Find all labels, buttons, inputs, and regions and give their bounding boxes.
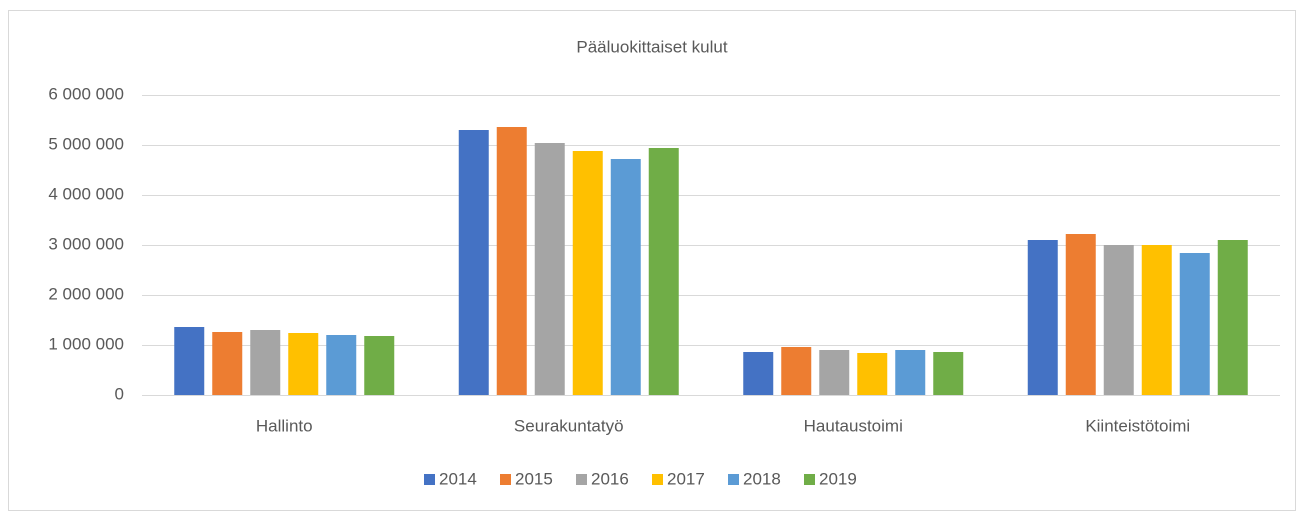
- bar: [572, 151, 603, 395]
- legend-swatch: [728, 474, 739, 485]
- bar: [212, 332, 243, 395]
- bar: [364, 336, 395, 395]
- x-tick-label: Seurakuntatyö: [514, 416, 624, 435]
- x-tick-label: Hallinto: [256, 416, 313, 435]
- bar: [326, 335, 357, 395]
- bar: [1065, 234, 1096, 395]
- bar: [174, 327, 205, 395]
- bar: [458, 130, 489, 395]
- legend-label: 2018: [743, 469, 781, 488]
- legend-swatch: [804, 474, 815, 485]
- bar: [933, 352, 964, 395]
- legend-label: 2014: [439, 469, 477, 488]
- legend-swatch: [576, 474, 587, 485]
- legend-swatch: [424, 474, 435, 485]
- bar: [819, 350, 850, 395]
- bar: [1141, 245, 1172, 395]
- bar: [288, 333, 319, 395]
- legend-swatch: [500, 474, 511, 485]
- y-tick-label: 2 000 000: [48, 284, 124, 303]
- legend-label: 2017: [667, 469, 705, 488]
- legend-label: 2016: [591, 469, 629, 488]
- legend-label: 2019: [819, 469, 857, 488]
- bar: [610, 159, 641, 395]
- bar: [1179, 253, 1210, 395]
- legend-label: 2015: [515, 469, 553, 488]
- y-tick-label: 3 000 000: [48, 234, 124, 253]
- y-tick-label: 0: [115, 384, 124, 403]
- bar: [534, 143, 565, 395]
- y-tick-label: 6 000 000: [48, 84, 124, 103]
- bar: [857, 353, 888, 395]
- y-tick-label: 4 000 000: [48, 184, 124, 203]
- y-tick-label: 5 000 000: [48, 134, 124, 153]
- bar: [895, 350, 926, 395]
- bar: [250, 330, 281, 395]
- legend-swatch: [652, 474, 663, 485]
- bar: [648, 148, 679, 395]
- bar: [781, 347, 812, 395]
- bar: [743, 352, 774, 395]
- bar: [1103, 245, 1134, 395]
- chart-title: Pääluokittaiset kulut: [576, 37, 727, 56]
- y-tick-label: 1 000 000: [48, 334, 124, 353]
- x-tick-label: Hautaustoimi: [804, 416, 903, 435]
- bar: [496, 127, 527, 395]
- bar: [1027, 240, 1058, 395]
- bar: [1217, 240, 1248, 395]
- x-tick-label: Kiinteistötoimi: [1085, 416, 1190, 435]
